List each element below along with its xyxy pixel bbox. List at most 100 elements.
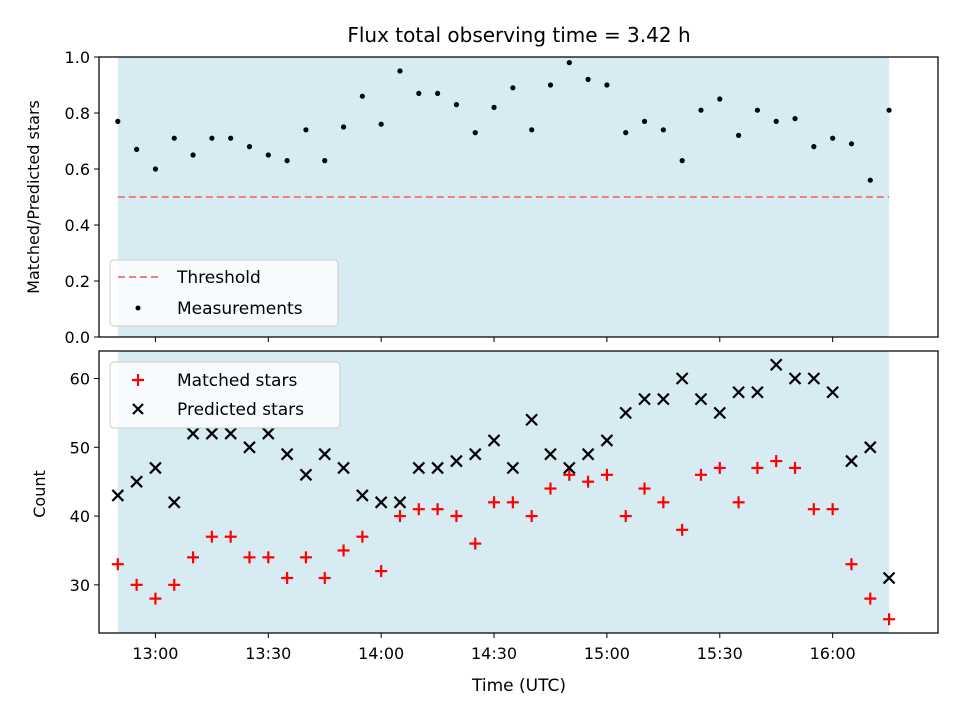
- matched-star-point: [318, 571, 331, 584]
- measurement-point: [209, 135, 215, 141]
- matched-star-point: [657, 496, 670, 509]
- y-tick-label: 60: [70, 370, 90, 389]
- measurement-point: [265, 152, 271, 158]
- predicted-star-point: [186, 427, 200, 440]
- measurement-point: [679, 158, 685, 164]
- measurement-point: [303, 127, 309, 133]
- predicted-star-point: [544, 447, 557, 461]
- matched-star-point: [789, 461, 802, 474]
- matched-star-point: [431, 503, 444, 516]
- legend-predicted-swatch: [132, 403, 144, 415]
- ratio-panel: Flux total observing time = 3.42 h 0.00.…: [24, 23, 939, 347]
- matched-star-point: [732, 496, 745, 509]
- measurement-point: [754, 107, 761, 113]
- y-tick-label: 30: [70, 576, 90, 595]
- measurement-point: [472, 130, 478, 136]
- measurement-point: [848, 141, 855, 147]
- x-axis-ticks: [154, 337, 834, 342]
- measurement-point: [547, 82, 554, 88]
- measurement-point: [190, 152, 196, 158]
- predicted-star-point: [487, 434, 501, 447]
- matched-star-point: [187, 551, 200, 564]
- measurement-point: [735, 132, 742, 138]
- legend-box: [109, 361, 341, 429]
- predicted-star-point: [337, 461, 350, 475]
- matched-star-point: [130, 578, 143, 591]
- predicted-star-point: [393, 496, 407, 509]
- measurement-point: [228, 135, 234, 141]
- matched-star-point: [845, 558, 858, 571]
- matched-star-point: [751, 461, 764, 474]
- predicted-star-point: [826, 385, 839, 399]
- matched-star-point: [281, 571, 294, 584]
- predicted-star-point: [149, 461, 162, 475]
- y-axis-label: Count: [30, 470, 49, 518]
- y-tick-label: 0.4: [65, 216, 90, 235]
- measurement-point: [867, 177, 873, 183]
- matched-star-point: [488, 496, 501, 509]
- measurement-point: [134, 146, 140, 152]
- x-tick-label: 13:30: [245, 644, 291, 663]
- measurement-point: [416, 90, 422, 96]
- predicted-star-point: [788, 372, 802, 385]
- predicted-star-point: [130, 475, 143, 488]
- predicted-star-point: [657, 392, 670, 406]
- y-tick-label: 50: [70, 438, 90, 457]
- matched-star-point: [243, 551, 256, 564]
- y-tick-label: 0.6: [65, 160, 90, 179]
- predicted-star-point: [299, 468, 313, 482]
- predicted-star-point: [751, 385, 764, 399]
- legend-measurement-label: Measurements: [177, 299, 303, 319]
- predicted-star-point: [638, 392, 651, 406]
- matched-star-point: [205, 530, 218, 543]
- measurement-point: [698, 107, 704, 113]
- matched-star-point: [299, 551, 312, 564]
- x-tick-label: 15:30: [697, 644, 743, 663]
- measurement-point: [641, 118, 648, 124]
- matched-star-point: [393, 510, 406, 523]
- predicted-star-point: [581, 447, 595, 461]
- measurement-point: [811, 144, 817, 150]
- legend-threshold-label: Threshold: [176, 268, 261, 288]
- measurement-point: [322, 158, 328, 164]
- predicted-star-point: [205, 427, 219, 440]
- measurement-point: [115, 118, 121, 124]
- predicted-star-point: [882, 571, 896, 585]
- chart-title: Flux total observing time = 3.42 h: [347, 23, 690, 47]
- measurement-point: [171, 135, 177, 141]
- legend[interactable]: Matched stars Predicted stars: [109, 361, 341, 429]
- predicted-star-point: [864, 441, 877, 454]
- predicted-star-point: [563, 461, 576, 475]
- predicted-star-point: [243, 441, 256, 454]
- matched-star-point: [694, 468, 707, 481]
- matched-star-point: [224, 530, 237, 543]
- matched-star-point: [149, 592, 162, 605]
- predicted-stars-points: [111, 358, 896, 585]
- predicted-star-point: [619, 406, 633, 420]
- matched-star-point: [111, 558, 124, 571]
- predicted-star-point: [675, 372, 689, 385]
- plot-frame: [98, 350, 939, 634]
- plot-frame: [98, 56, 939, 338]
- predicted-star-point: [167, 496, 181, 509]
- measurement-point: [397, 68, 403, 74]
- legend[interactable]: Threshold Measurements: [109, 259, 339, 327]
- predicted-star-point: [732, 385, 745, 399]
- predicted-star-point: [694, 392, 708, 406]
- matched-star-point: [469, 537, 482, 550]
- x-tick-label: 14:30: [471, 644, 517, 663]
- y-axis-label: Matched/Predicted stars: [24, 100, 43, 294]
- matched-star-point: [337, 544, 350, 557]
- predicted-star-point: [356, 489, 369, 502]
- predicted-star-point: [468, 447, 482, 461]
- matched-star-point: [807, 503, 820, 516]
- y-tick-label: 1.0: [65, 48, 90, 67]
- x-tick-label: 13:00: [132, 644, 178, 663]
- matched-star-point: [883, 613, 896, 626]
- matched-star-point: [525, 510, 538, 523]
- matched-star-point: [770, 455, 783, 468]
- predicted-star-point: [450, 454, 463, 468]
- predicted-star-point: [111, 489, 125, 502]
- predicted-star-point: [412, 461, 426, 475]
- predicted-star-point: [506, 461, 520, 475]
